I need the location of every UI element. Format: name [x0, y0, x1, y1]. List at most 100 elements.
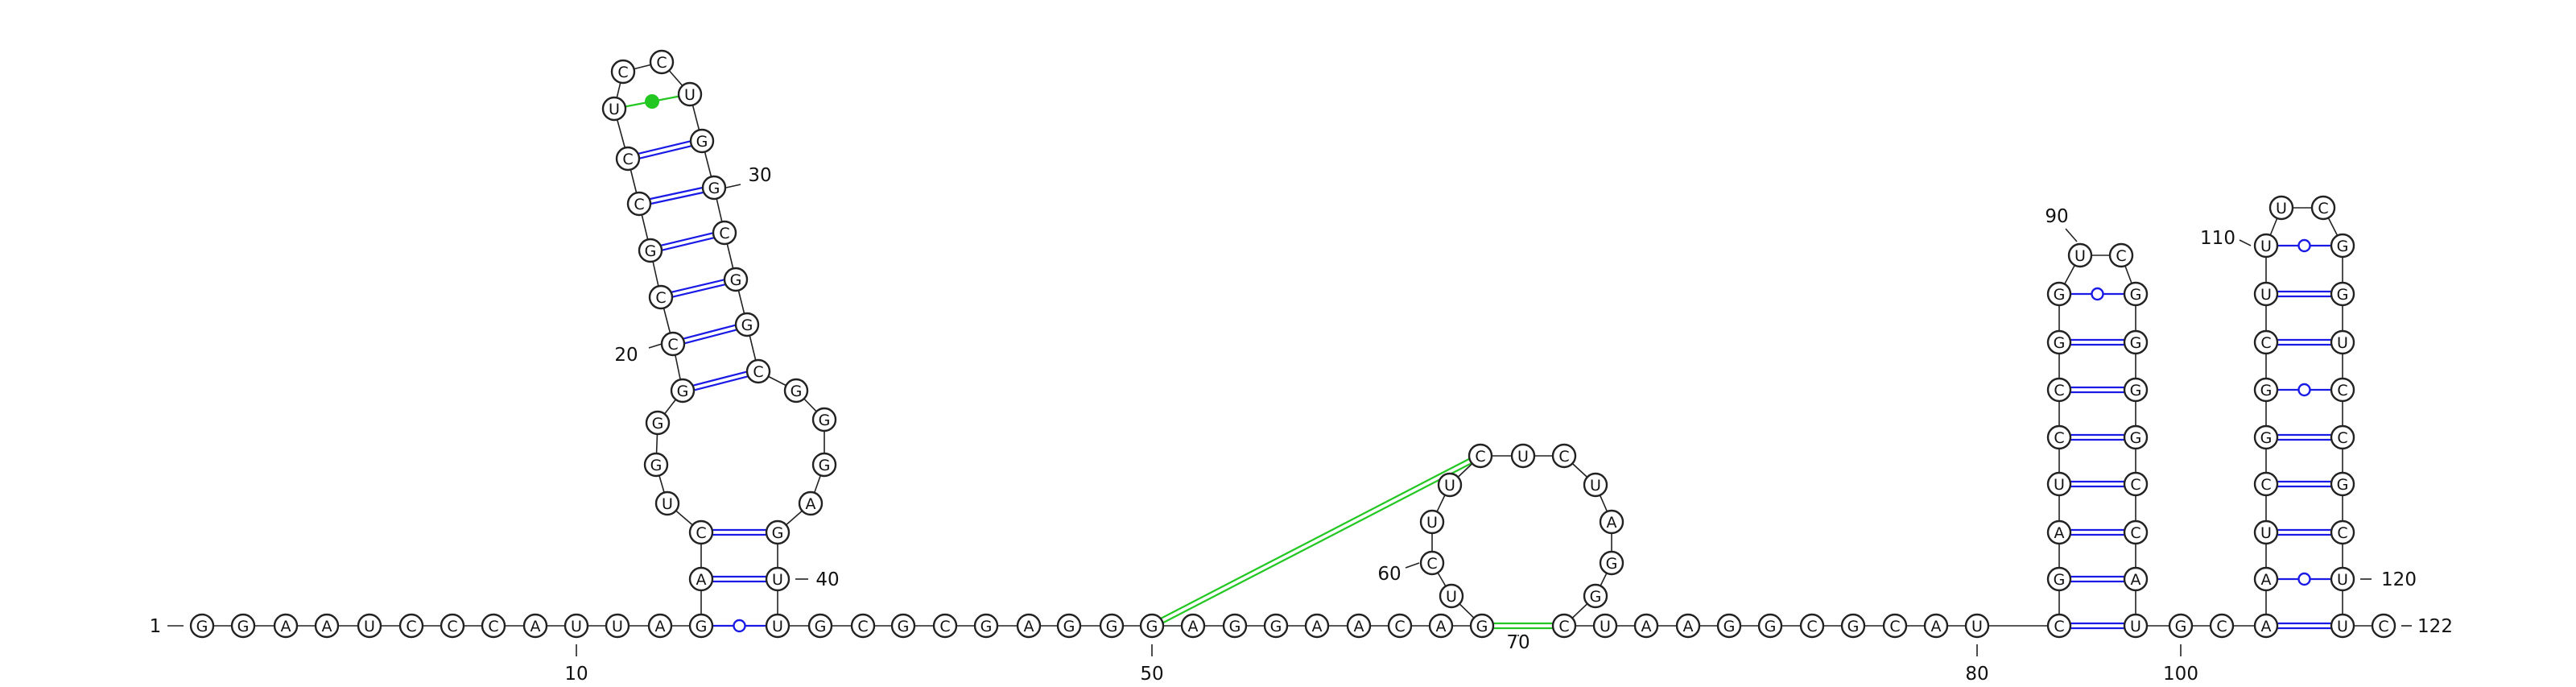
- nucleotide: U: [1439, 583, 1464, 609]
- nucleotide-circle: [2046, 377, 2072, 403]
- nucleotide: U: [1964, 613, 1990, 639]
- nucleotide-circle: [1757, 613, 1783, 639]
- nucleotide-letter: G: [237, 618, 250, 635]
- nucleotide-letter: G: [1724, 618, 1736, 635]
- wobble-pair-marker: [2297, 572, 2311, 586]
- nucleotide-circle: [2330, 566, 2355, 592]
- nucleotide-letter: U: [1971, 618, 1983, 635]
- nucleotide: A: [2123, 566, 2149, 592]
- nucleotide-letter: U: [684, 86, 696, 104]
- nucleotide-letter: G: [1146, 618, 1158, 635]
- nucleotide: U: [1592, 613, 1618, 639]
- nucleotide: C: [2123, 471, 2149, 497]
- nucleotide-letter: A: [322, 618, 332, 635]
- nucleotide-circle: [1840, 613, 1866, 639]
- nucleotide-circle: [2330, 281, 2355, 307]
- nucleotide: G: [2123, 329, 2149, 355]
- nucleotide-circle: [1882, 613, 1908, 639]
- nucleotide-letter: U: [2130, 618, 2141, 635]
- nucleotide-letter: G: [741, 317, 753, 334]
- nucleotide-circle: [689, 128, 715, 154]
- nucleotide: A: [1346, 613, 1372, 639]
- nucleotide-letter: G: [2130, 286, 2142, 304]
- nucleotide-letter: C: [1426, 555, 1437, 573]
- position-label-110: 110: [2200, 228, 2235, 249]
- nucleotide-circle: [973, 613, 999, 639]
- nucleotide-letter: G: [2054, 286, 2066, 304]
- base-pair-line: [638, 140, 691, 155]
- nucleotide-letter: U: [1590, 477, 1601, 495]
- nucleotide: G: [2330, 281, 2355, 307]
- nucleotide-letter: G: [652, 415, 664, 432]
- nucleotide-circle: [1304, 613, 1330, 639]
- nucleotide-letter: G: [677, 383, 689, 400]
- nucleotide-circle: [440, 613, 465, 639]
- nucleotide: A: [647, 613, 673, 639]
- nucleotide-letter: C: [617, 64, 628, 81]
- nucleotide-letter: U: [1426, 514, 1438, 532]
- nucleotide-letter: A: [655, 618, 666, 635]
- nucleotide-circle: [314, 613, 340, 639]
- position-label-20: 20: [614, 345, 638, 366]
- nucleotide-circle: [1469, 613, 1495, 639]
- nucleotide-letter: C: [1394, 618, 1405, 635]
- nucleotide-circle: [2253, 471, 2279, 497]
- nucleotides-layer: G G A A U C C C A U U A GACUGGGCCGCCUCCUGGCGGCGGGAGU…: [189, 49, 2396, 639]
- nucleotide: C: [1419, 550, 1445, 576]
- nucleotide-circle: [1799, 613, 1825, 639]
- nucleotide-circle: [2046, 329, 2072, 355]
- nucleotide: G: [2046, 329, 2072, 355]
- nucleotide-letter: G: [2260, 429, 2273, 447]
- nucleotide-circle: [1583, 472, 1608, 498]
- nucleotide: A: [2253, 566, 2279, 592]
- nucleotide-circle: [2046, 519, 2072, 545]
- nucleotide-letter: C: [2054, 618, 2064, 635]
- nucleotide-letter: C: [2337, 382, 2347, 399]
- nucleotide: G: [230, 613, 256, 639]
- nucleotide-letter: C: [447, 618, 457, 635]
- nucleotide-circle: [1139, 613, 1165, 639]
- nucleotide-letter: A: [2261, 571, 2272, 589]
- nucleotide-letter: A: [2131, 571, 2141, 589]
- nucleotide: U: [2330, 566, 2355, 592]
- nucleotide: U: [2253, 519, 2279, 545]
- nucleotide-circle: [807, 613, 833, 639]
- nucleotide-letter: C: [655, 289, 666, 307]
- nucleotide: U: [2268, 195, 2294, 221]
- noncanonical-pair-marker: [645, 94, 659, 109]
- nucleotide-circle: [1428, 613, 1454, 639]
- nucleotide: G: [765, 519, 791, 545]
- nucleotide-circle: [688, 613, 714, 639]
- nucleotide-circle: [890, 613, 916, 639]
- nucleotide-letter: C: [656, 54, 667, 72]
- nucleotide: U: [2330, 329, 2355, 355]
- nucleotide: G: [890, 613, 916, 639]
- nucleotide: U: [2330, 613, 2355, 639]
- nucleotide-letter: G: [1765, 618, 1777, 635]
- nucleotide: C: [688, 519, 714, 545]
- nucleotide: C: [660, 331, 686, 357]
- nucleotide-circle: [1346, 613, 1372, 639]
- nucleotide: G: [645, 410, 671, 436]
- base-pair-line: [662, 237, 715, 251]
- nucleotide-circle: [522, 613, 548, 639]
- base-pair-line: [692, 370, 747, 387]
- nucleotide: G: [1222, 613, 1248, 639]
- nucleotide: U: [2067, 242, 2093, 268]
- nucleotide: U: [765, 613, 791, 639]
- nucleotide-circle: [564, 613, 589, 639]
- nucleotide: A: [1923, 613, 1949, 639]
- nucleotide-circle: [2046, 566, 2072, 592]
- nucleotide-circle: [1675, 613, 1701, 639]
- nucleotide-letter: G: [819, 457, 831, 474]
- nucleotide: C: [626, 191, 652, 217]
- nucleotide-circle: [811, 407, 837, 432]
- nucleotide-circle: [2108, 242, 2134, 268]
- nucleotide: C: [932, 613, 958, 639]
- nucleotide-circle: [1468, 443, 1493, 469]
- nucleotide-letter: U: [1446, 588, 1457, 606]
- nucleotide-letter: G: [819, 412, 831, 429]
- nucleotide-circle: [765, 613, 791, 639]
- nucleotide-letter: C: [857, 618, 868, 635]
- nucleotide-letter: G: [696, 133, 708, 151]
